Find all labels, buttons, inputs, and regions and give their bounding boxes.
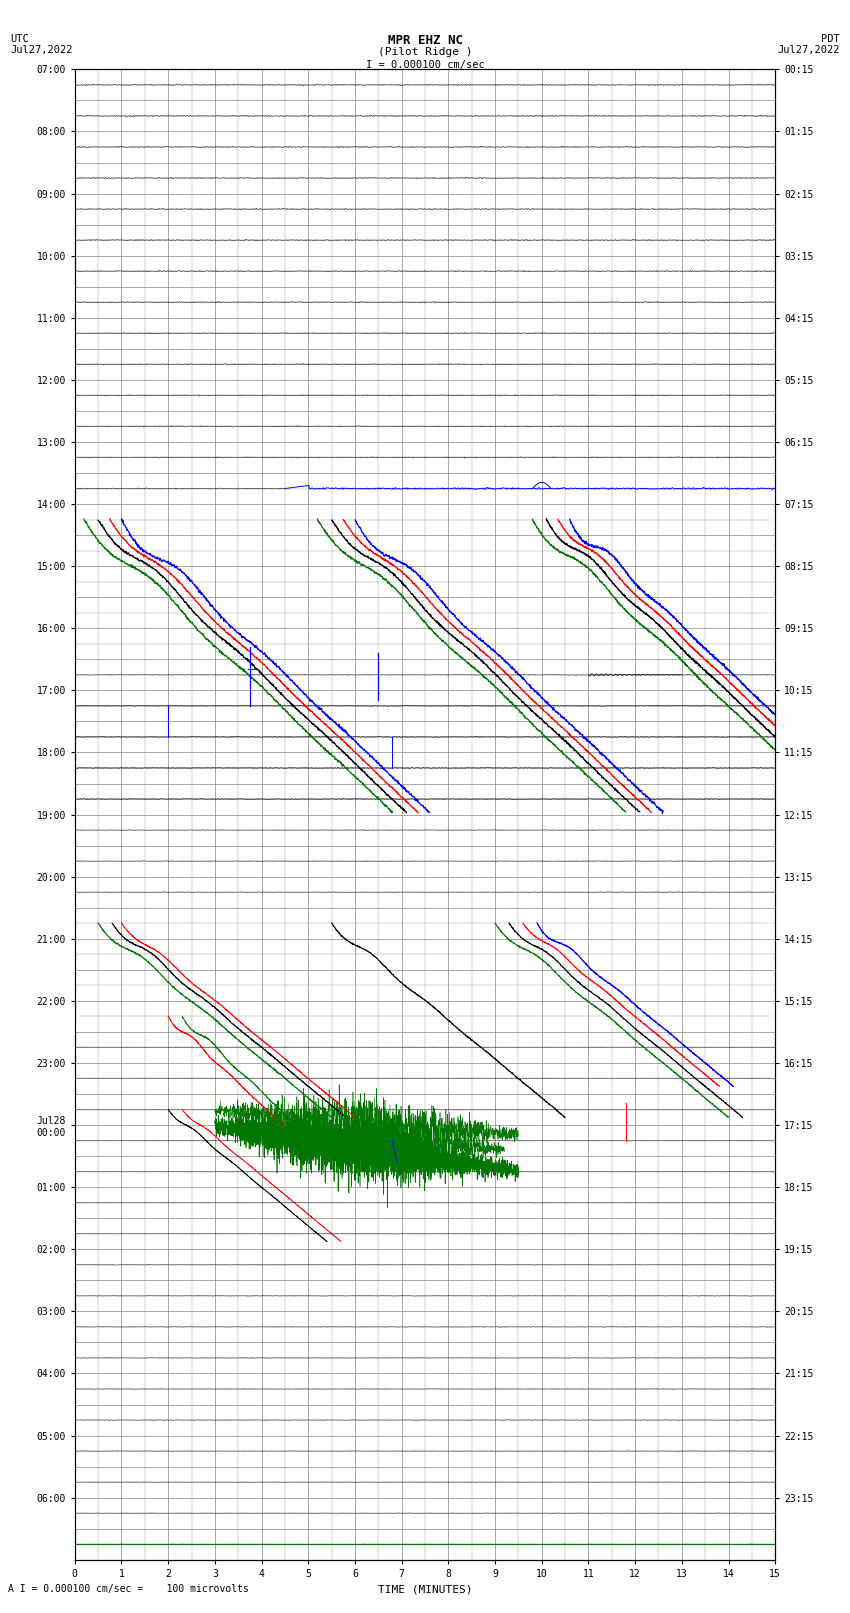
Text: PDT: PDT bbox=[821, 34, 840, 44]
X-axis label: TIME (MINUTES): TIME (MINUTES) bbox=[377, 1584, 473, 1594]
Text: MPR EHZ NC: MPR EHZ NC bbox=[388, 34, 462, 47]
Text: I = 0.000100 cm/sec: I = 0.000100 cm/sec bbox=[366, 60, 484, 69]
Text: A I = 0.000100 cm/sec =    100 microvolts: A I = 0.000100 cm/sec = 100 microvolts bbox=[8, 1584, 249, 1594]
Text: Jul27,2022: Jul27,2022 bbox=[10, 45, 73, 55]
Text: Jul27,2022: Jul27,2022 bbox=[777, 45, 840, 55]
Text: (Pilot Ridge ): (Pilot Ridge ) bbox=[377, 47, 473, 56]
Text: UTC: UTC bbox=[10, 34, 29, 44]
